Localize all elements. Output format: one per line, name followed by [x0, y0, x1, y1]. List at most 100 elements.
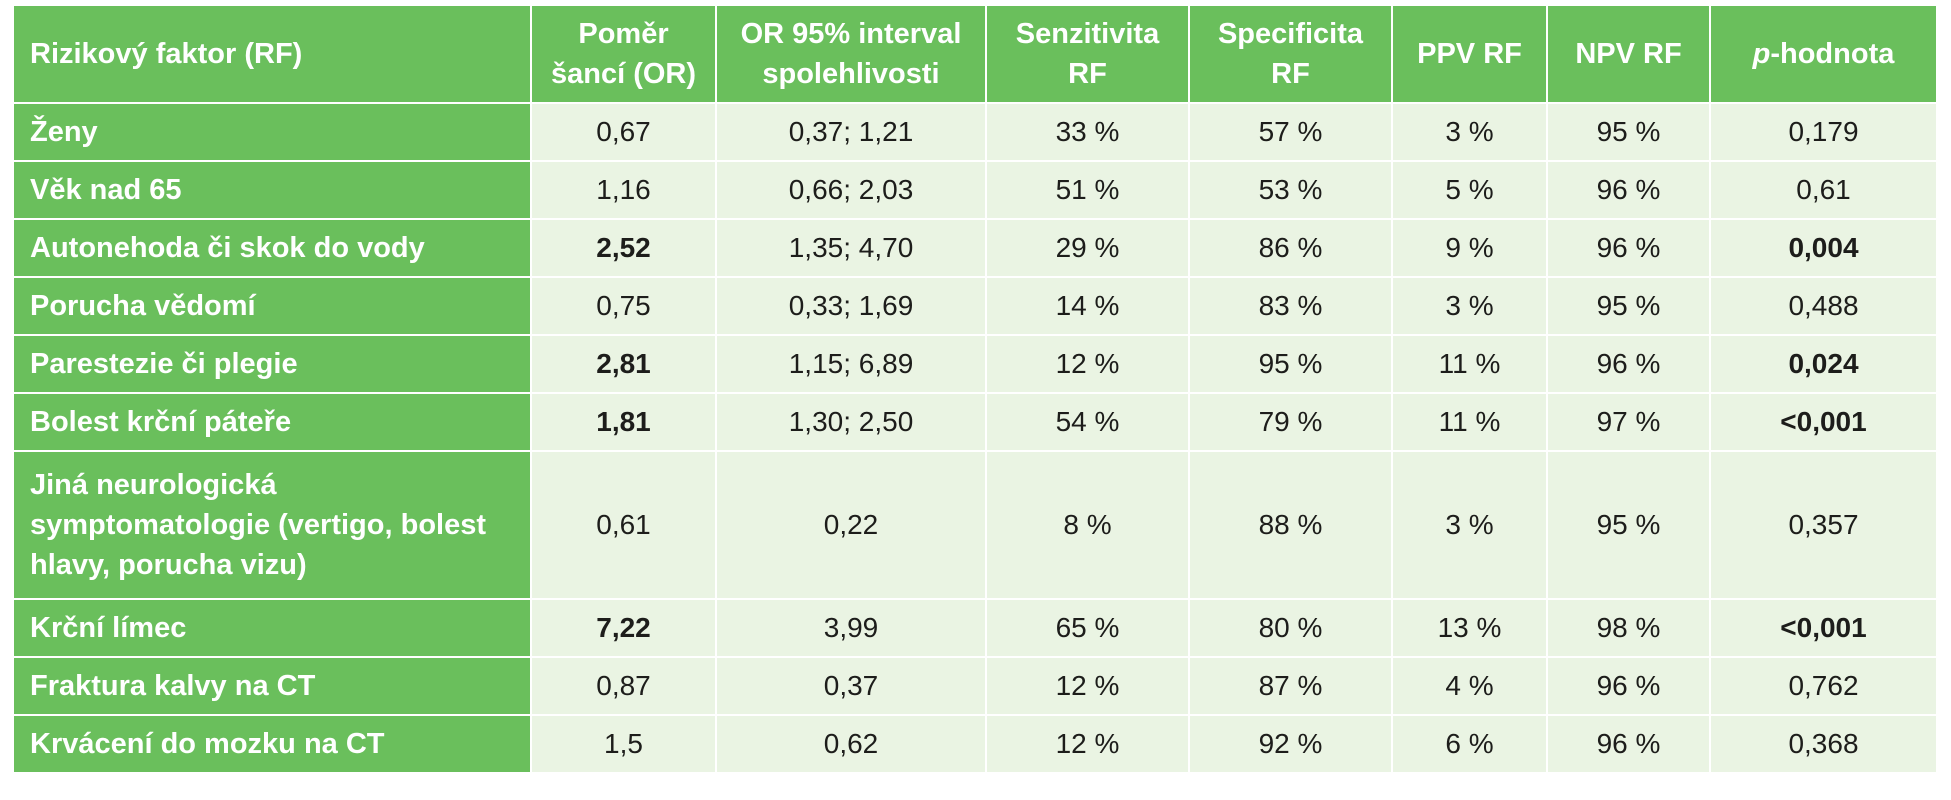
ci-cell: 0,33; 1,69 [717, 278, 987, 336]
odds-ratio-cell: 1,5 [532, 716, 717, 774]
risk-factor-cell: Bolest krční páteře [14, 394, 532, 452]
npv-cell: 96 % [1548, 220, 1711, 278]
ci-cell: 1,30; 2,50 [717, 394, 987, 452]
risk-factor-cell: Autonehoda či skok do vody [14, 220, 532, 278]
table-row: Autonehoda či skok do vody 2,52 1,35; 4,70… [14, 220, 1936, 278]
header-p-rest: -hodnota [1770, 38, 1895, 70]
ci-cell: 0,62 [717, 716, 987, 774]
risk-factor-cell: Věk nad 65 [14, 162, 532, 220]
specificity-cell: 92 % [1190, 716, 1393, 774]
ppv-cell: 11 % [1393, 394, 1548, 452]
p-value-cell: 0,179 [1711, 104, 1936, 162]
risk-factor-cell: Porucha vědomí [14, 278, 532, 336]
ppv-cell: 3 % [1393, 452, 1548, 600]
p-value-cell: 0,357 [1711, 452, 1936, 600]
odds-ratio-cell: 2,52 [532, 220, 717, 278]
odds-ratio-cell: 0,61 [532, 452, 717, 600]
ppv-cell: 4 % [1393, 658, 1548, 716]
specificity-cell: 57 % [1190, 104, 1393, 162]
ci-cell: 0,22 [717, 452, 987, 600]
risk-factor-cell: Ženy [14, 104, 532, 162]
ci-cell: 0,37; 1,21 [717, 104, 987, 162]
specificity-cell: 95 % [1190, 336, 1393, 394]
ppv-cell: 13 % [1393, 600, 1548, 658]
npv-cell: 95 % [1548, 452, 1711, 600]
odds-ratio-cell: 1,16 [532, 162, 717, 220]
sensitivity-cell: 8 % [987, 452, 1190, 600]
sensitivity-cell: 12 % [987, 716, 1190, 774]
ppv-cell: 9 % [1393, 220, 1548, 278]
ppv-cell: 3 % [1393, 278, 1548, 336]
risk-factor-cell: Krční límec [14, 600, 532, 658]
sensitivity-cell: 51 % [987, 162, 1190, 220]
specificity-cell: 53 % [1190, 162, 1393, 220]
npv-cell: 98 % [1548, 600, 1711, 658]
sensitivity-cell: 54 % [987, 394, 1190, 452]
odds-ratio-cell: 2,81 [532, 336, 717, 394]
table-row: Krvácení do mozku na CT 1,5 0,62 12 % 92 % 6 … [14, 716, 1936, 774]
header-ppv: PPV RF [1393, 6, 1548, 104]
header-risk-factor: Rizikový faktor (RF) [14, 6, 532, 104]
npv-cell: 97 % [1548, 394, 1711, 452]
risk-factor-cell: Parestezie či plegie [14, 336, 532, 394]
p-value-cell: 0,762 [1711, 658, 1936, 716]
p-value-cell: <0,001 [1711, 394, 1936, 452]
p-value-cell: 0,61 [1711, 162, 1936, 220]
npv-cell: 96 % [1548, 658, 1711, 716]
p-value-cell: 0,004 [1711, 220, 1936, 278]
table-row: Fraktura kalvy na CT 0,87 0,37 12 % 87 % 4 % 9… [14, 658, 1936, 716]
npv-cell: 95 % [1548, 104, 1711, 162]
header-row: Rizikový faktor (RF) Poměr šancí (OR) OR… [14, 6, 1936, 104]
header-odds-ratio: Poměr šancí (OR) [532, 6, 717, 104]
npv-cell: 95 % [1548, 278, 1711, 336]
header-p-italic: p [1752, 38, 1771, 70]
specificity-cell: 79 % [1190, 394, 1393, 452]
odds-ratio-cell: 0,67 [532, 104, 717, 162]
ci-cell: 1,35; 4,70 [717, 220, 987, 278]
header-confidence-interval: OR 95% interval spolehlivosti [717, 6, 987, 104]
npv-cell: 96 % [1548, 716, 1711, 774]
sensitivity-cell: 33 % [987, 104, 1190, 162]
header-specificity: Specificita RF [1190, 6, 1393, 104]
p-value-cell: <0,001 [1711, 600, 1936, 658]
table-header: Rizikový faktor (RF) Poměr šancí (OR) OR… [14, 6, 1936, 104]
table-row: Věk nad 65 1,16 0,66; 2,03 51 % 53 % 5 % 96 % 0… [14, 162, 1936, 220]
header-sensitivity: Senzitivita RF [987, 6, 1190, 104]
ci-cell: 3,99 [717, 600, 987, 658]
npv-cell: 96 % [1548, 162, 1711, 220]
p-value-cell: 0,368 [1711, 716, 1936, 774]
npv-cell: 96 % [1548, 336, 1711, 394]
table-row: Ženy 0,67 0,37; 1,21 33 % 57 % 3 % 95 % 0,179 [14, 104, 1936, 162]
table-container: Rizikový faktor (RF) Poměr šancí (OR) OR… [14, 6, 1936, 774]
risk-factor-cell: Krvácení do mozku na CT [14, 716, 532, 774]
odds-ratio-cell: 0,87 [532, 658, 717, 716]
specificity-cell: 86 % [1190, 220, 1393, 278]
sensitivity-cell: 14 % [987, 278, 1190, 336]
header-p-value: p-hodnota [1711, 6, 1936, 104]
ci-cell: 0,66; 2,03 [717, 162, 987, 220]
ppv-cell: 5 % [1393, 162, 1548, 220]
table-row: Bolest krční páteře 1,81 1,30; 2,50 54 % 79 … [14, 394, 1936, 452]
p-value-cell: 0,488 [1711, 278, 1936, 336]
table-row: Krční límec 7,22 3,99 65 % 80 % 13 % 98 % <0,00… [14, 600, 1936, 658]
sensitivity-cell: 29 % [987, 220, 1190, 278]
sensitivity-cell: 12 % [987, 336, 1190, 394]
risk-factor-table: Rizikový faktor (RF) Poměr šancí (OR) OR… [14, 6, 1936, 774]
sensitivity-cell: 65 % [987, 600, 1190, 658]
table-row: Parestezie či plegie 2,81 1,15; 6,89 12 % 95… [14, 336, 1936, 394]
sensitivity-cell: 12 % [987, 658, 1190, 716]
ci-cell: 1,15; 6,89 [717, 336, 987, 394]
risk-factor-cell: Fraktura kalvy na CT [14, 658, 532, 716]
table-row: Jiná neurologická symptomatologie (verti… [14, 452, 1936, 600]
ppv-cell: 11 % [1393, 336, 1548, 394]
table-row: Porucha vědomí 0,75 0,33; 1,69 14 % 83 % 3 % 9… [14, 278, 1936, 336]
specificity-cell: 87 % [1190, 658, 1393, 716]
ppv-cell: 6 % [1393, 716, 1548, 774]
ci-cell: 0,37 [717, 658, 987, 716]
specificity-cell: 80 % [1190, 600, 1393, 658]
specificity-cell: 83 % [1190, 278, 1393, 336]
risk-factor-cell: Jiná neurologická symptomatologie (verti… [14, 452, 532, 600]
ppv-cell: 3 % [1393, 104, 1548, 162]
specificity-cell: 88 % [1190, 452, 1393, 600]
header-npv: NPV RF [1548, 6, 1711, 104]
